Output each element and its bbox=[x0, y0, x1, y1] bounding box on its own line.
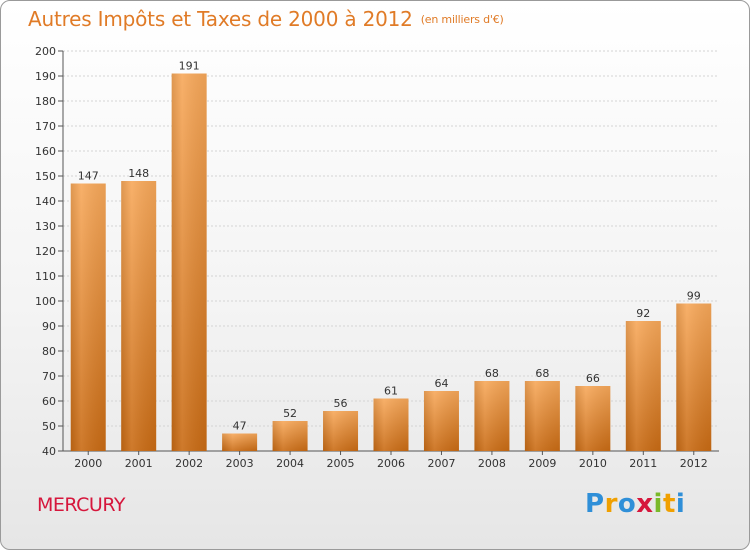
bar-value-label: 66 bbox=[586, 372, 600, 385]
y-tick-label: 150 bbox=[35, 170, 56, 183]
x-tick-label: 2001 bbox=[125, 457, 153, 470]
x-tick-label: 2009 bbox=[528, 457, 556, 470]
brand-letter: t bbox=[662, 489, 676, 519]
bar-value-label: 147 bbox=[78, 170, 99, 183]
x-tick-label: 2006 bbox=[377, 457, 405, 470]
y-tick-label: 120 bbox=[35, 245, 56, 258]
x-tick-label: 2011 bbox=[629, 457, 657, 470]
bar-shade bbox=[272, 421, 308, 451]
bar-value-label: 61 bbox=[384, 385, 398, 398]
bar-value-label: 64 bbox=[434, 377, 448, 390]
y-tick-label: 200 bbox=[35, 45, 56, 58]
x-tick-label: 2003 bbox=[226, 457, 254, 470]
y-tick-label: 180 bbox=[35, 95, 56, 108]
bar-shade bbox=[676, 303, 712, 451]
x-tick-label: 2007 bbox=[427, 457, 455, 470]
x-tick-label: 2008 bbox=[478, 457, 506, 470]
bar-shade bbox=[121, 181, 157, 451]
bars bbox=[70, 73, 712, 451]
bar-shade bbox=[575, 386, 611, 451]
y-tick-label: 70 bbox=[42, 370, 56, 383]
y-tick-label: 60 bbox=[42, 395, 56, 408]
chart-title-text: Autres Impôts et Taxes de 2000 à 2012 bbox=[28, 7, 413, 31]
bar-value-label: 191 bbox=[179, 60, 200, 73]
bar-value-label: 68 bbox=[535, 367, 549, 380]
chart-unit: (en milliers d'€) bbox=[420, 13, 504, 26]
bar-shade bbox=[524, 381, 560, 451]
bar-shade bbox=[323, 411, 359, 451]
bar-shade bbox=[373, 398, 409, 451]
brand-logo: Proxiti bbox=[585, 489, 685, 519]
labels: 40 50 60 70 80 90 100 110 120 130 140 150 160 170 180 1… bbox=[35, 45, 708, 470]
y-tick-label: 110 bbox=[35, 270, 56, 283]
bar-value-label: 47 bbox=[233, 420, 247, 433]
x-tick-label: 2012 bbox=[680, 457, 708, 470]
bar-shade bbox=[171, 73, 207, 451]
y-tick-label: 160 bbox=[35, 145, 56, 158]
brand-letter: r bbox=[604, 489, 618, 519]
y-tick-label: 90 bbox=[42, 320, 56, 333]
y-tick-label: 80 bbox=[42, 345, 56, 358]
y-tick-label: 140 bbox=[35, 195, 56, 208]
y-tick-label: 170 bbox=[35, 120, 56, 133]
bar-shade bbox=[70, 183, 106, 451]
y-tick-label: 100 bbox=[35, 295, 56, 308]
place-name: MERCURY bbox=[37, 494, 125, 516]
x-tick-label: 2005 bbox=[327, 457, 355, 470]
y-tick-label: 40 bbox=[42, 445, 56, 458]
x-tick-label: 2010 bbox=[579, 457, 607, 470]
bar-value-label: 148 bbox=[128, 167, 149, 180]
brand-letter: o bbox=[617, 489, 637, 519]
bar-value-label: 99 bbox=[687, 290, 701, 303]
brand-letter: i bbox=[675, 489, 686, 519]
bar-value-label: 68 bbox=[485, 367, 499, 380]
bar-shade bbox=[222, 433, 258, 451]
brand-letter: i bbox=[653, 489, 663, 519]
chart-title: Autres Impôts et Taxes de 2000 à 2012 (en… bbox=[28, 7, 504, 31]
y-tick-label: 190 bbox=[35, 70, 56, 83]
bar-shade bbox=[625, 321, 661, 451]
bar-value-label: 92 bbox=[636, 307, 650, 320]
brand-letter: P bbox=[585, 489, 605, 519]
y-tick-label: 50 bbox=[42, 420, 56, 433]
bar-value-label: 56 bbox=[334, 397, 348, 410]
x-tick-label: 2004 bbox=[276, 457, 304, 470]
brand-letter: x bbox=[636, 489, 654, 519]
bar-shade bbox=[423, 391, 459, 451]
y-tick-label: 130 bbox=[35, 220, 56, 233]
x-tick-label: 2000 bbox=[74, 457, 102, 470]
bar-value-label: 52 bbox=[283, 407, 297, 420]
bar-shade bbox=[474, 381, 510, 451]
x-tick-label: 2002 bbox=[175, 457, 203, 470]
